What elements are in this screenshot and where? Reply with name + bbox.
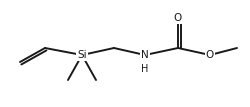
Text: H: H — [141, 64, 149, 74]
Text: N: N — [141, 50, 149, 60]
Text: Si: Si — [77, 50, 87, 60]
Text: O: O — [174, 13, 182, 23]
Text: O: O — [206, 50, 214, 60]
